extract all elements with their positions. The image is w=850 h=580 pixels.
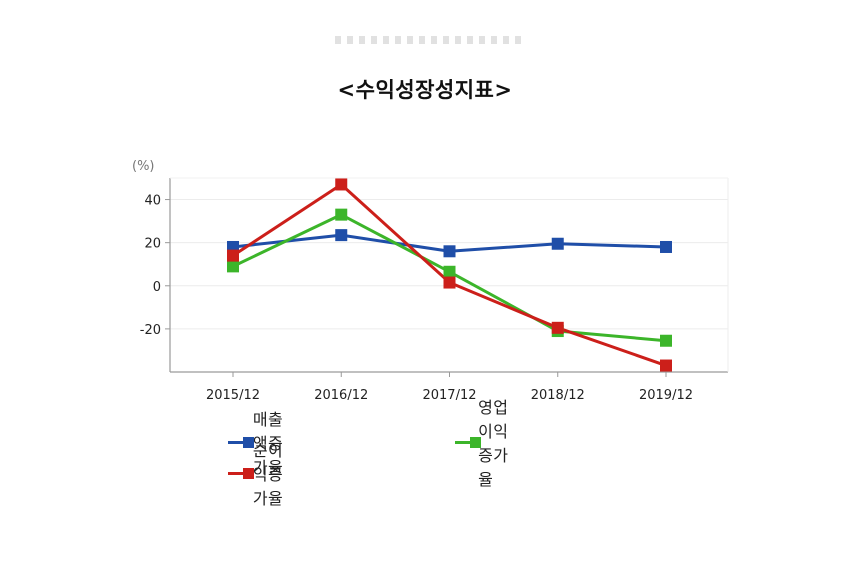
data-point-3-3 [443,276,456,289]
y-unit-label: (%) [132,159,155,174]
legend-swatch-line [228,436,254,448]
cropped-header-strip [335,36,525,44]
legend-label: 순이익증가율 [252,441,284,508]
y-tick-label: 20 [144,237,161,252]
y-tick-label: -20 [140,323,161,338]
data-point-3-5 [660,359,672,372]
x-tick-labels: 2015/12 2016/12 2017/12 2018/12 2019/12 [206,388,693,403]
chart-title: <수익성장성지표> [337,78,513,102]
data-point-3-1 [227,249,239,262]
series-markers [227,178,672,372]
y-tick-label: 0 [153,280,161,295]
legend-swatch-square [243,436,254,448]
legend-swatch-line [455,436,481,448]
x-tick-label: 2015/12 [206,388,260,403]
legend-item-1[interactable]: 매출액증가율 [228,410,291,477]
legend-label: 영업이익증가율 [478,398,509,489]
legend-swatch-square [470,436,481,448]
data-point-2-3 [443,265,456,278]
data-point-2-5 [660,334,672,347]
grid-lines [170,199,728,330]
data-point-1-5 [660,240,672,253]
x-tick-label: 2018/12 [531,388,585,403]
legend-swatch-square [243,467,254,479]
axes [165,177,729,377]
data-point-2-1 [227,260,239,273]
legend-label: 매출액증가율 [252,410,284,477]
legend-item-3[interactable]: 순이익증가율 [228,441,291,508]
legend-item-2[interactable]: 영업이익증가율 [455,398,518,489]
data-point-1-3 [443,245,456,258]
data-point-3-4 [551,321,564,334]
x-tick-label: 2016/12 [314,388,368,403]
legend-swatch-line [228,467,254,479]
data-point-1-2 [335,229,348,242]
y-tick-label: 40 [144,194,161,209]
data-point-1-4 [551,237,564,250]
y-tick-labels: 40 20 0 -20 [140,194,161,338]
x-tick-label: 2019/12 [639,388,693,403]
data-point-3-2 [335,178,348,191]
x-tick-label: 2017/12 [422,388,476,403]
data-point-2-2 [335,208,348,221]
